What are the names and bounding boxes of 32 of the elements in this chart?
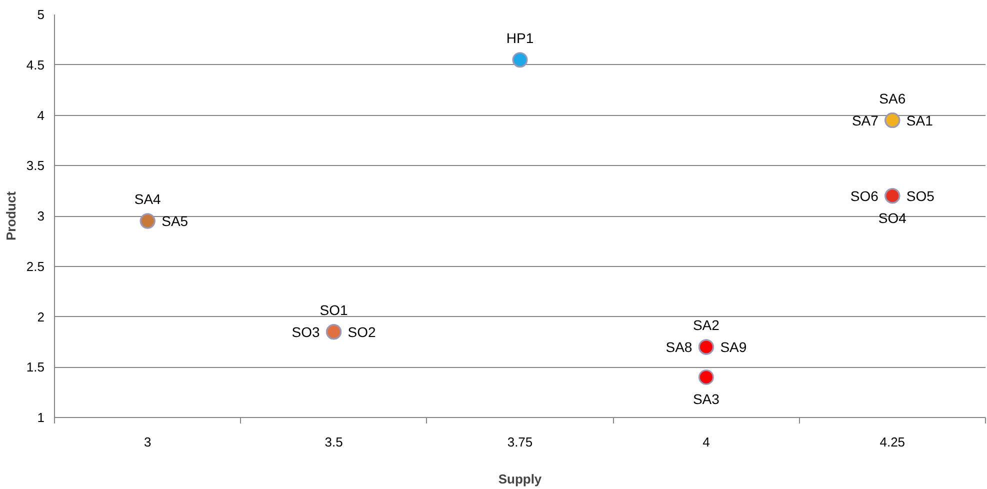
series-label: SA1 (906, 112, 934, 128)
series-label: SA8 (666, 338, 692, 355)
y-axis-title: Product (3, 190, 18, 241)
series-label: SO2 (348, 324, 376, 340)
series-label: SA7 (852, 112, 879, 128)
series-label: SO1 (320, 302, 348, 318)
series-label: SA9 (720, 338, 747, 355)
y-tick-label: 4 (37, 108, 45, 123)
x-tick-label: 4.25 (880, 434, 906, 450)
y-tick-label: 3.5 (26, 158, 45, 174)
y-tick-label: 2.5 (26, 258, 45, 274)
series-label: SA4 (134, 191, 162, 208)
y-tick-label: 1 (37, 410, 45, 425)
series-label: SO5 (906, 188, 935, 204)
x-tick-label: 4 (702, 434, 710, 450)
series-label: SO6 (850, 188, 879, 204)
x-tick-label: 3 (144, 434, 152, 450)
series-label: SA3 (692, 391, 720, 408)
y-tick-label: 1.5 (26, 360, 45, 375)
series-label: SA2 (692, 316, 720, 333)
series-label: SA5 (162, 213, 188, 230)
y-tick-label: 3 (37, 208, 45, 224)
y-tick-label: 4.5 (26, 57, 45, 72)
series-label: HP1 (506, 30, 534, 46)
series-label: SO3 (292, 324, 320, 340)
series-label: SA6 (879, 90, 906, 106)
x-axis-title: Supply (498, 472, 542, 486)
series-label: SO4 (878, 210, 907, 226)
y-tick-label: 2 (37, 309, 45, 324)
x-tick-label: 3.5 (324, 434, 343, 450)
x-tick-label: 3.75 (507, 434, 533, 450)
y-tick-label: 5 (37, 7, 45, 22)
